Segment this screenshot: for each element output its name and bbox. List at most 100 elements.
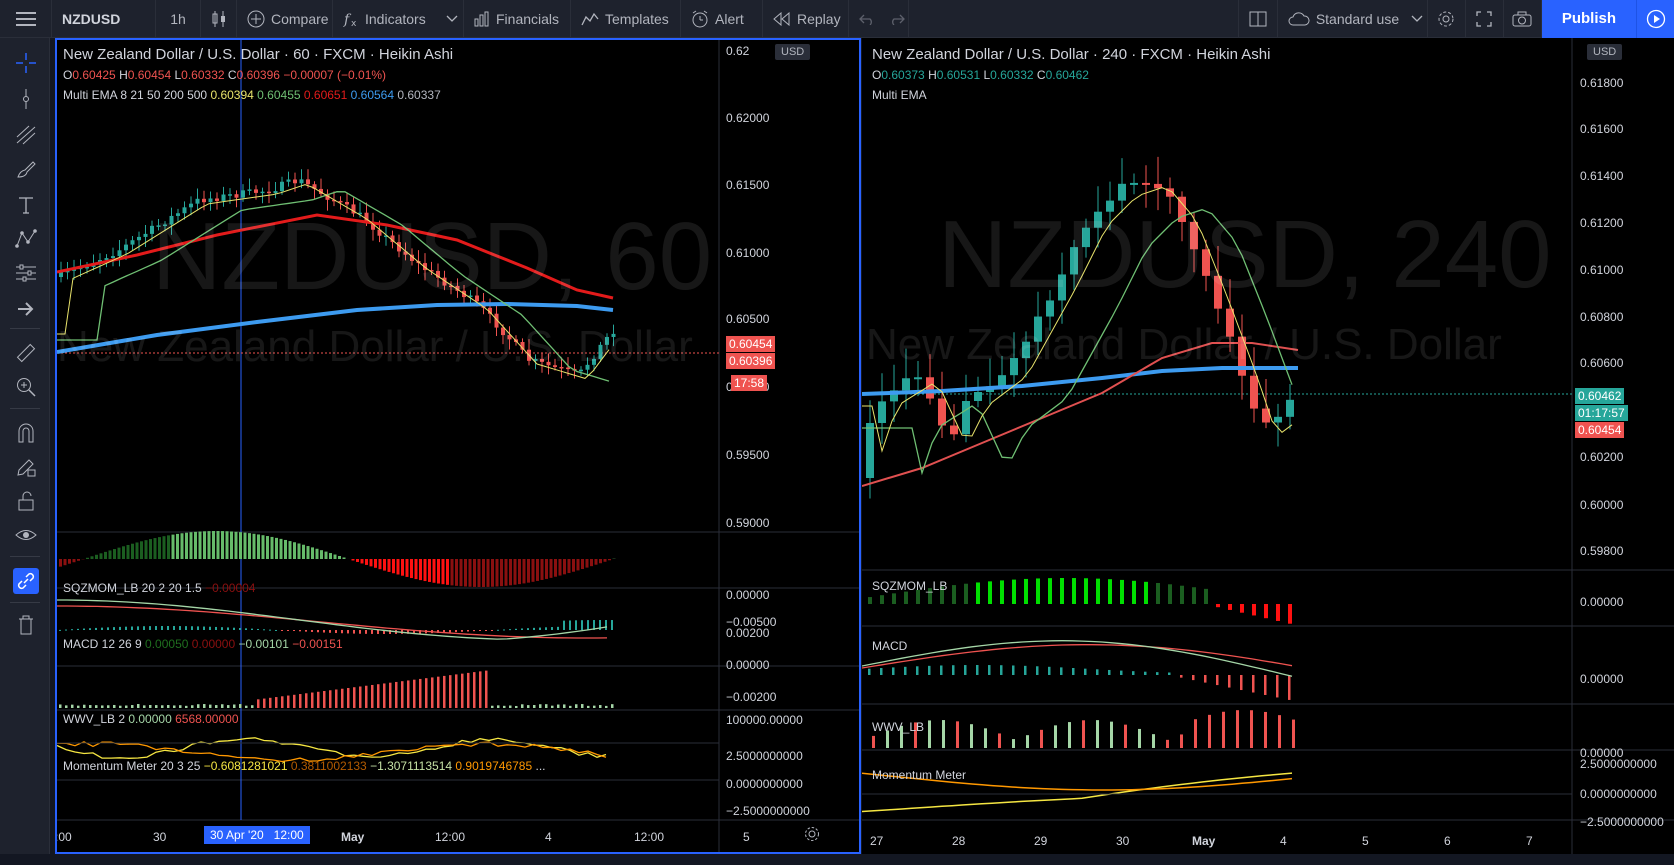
line-tool-icon xyxy=(15,88,37,110)
macd-bar xyxy=(461,630,463,632)
indicators-button[interactable]: ƒx Indicators xyxy=(333,0,464,38)
templates-button[interactable]: Templates xyxy=(571,0,681,38)
sqz-bar xyxy=(77,559,80,561)
lock-drawings-tool[interactable] xyxy=(13,488,39,514)
sqzmom-legend[interactable]: SQZMOM_LB 20 2 20 1.5 −0.00004 xyxy=(63,581,255,595)
macd-bar xyxy=(245,628,247,630)
financials-button[interactable]: Financials xyxy=(464,0,571,38)
brush-tool[interactable] xyxy=(13,156,39,182)
sqz-bar xyxy=(554,559,557,577)
wwv-bar xyxy=(1222,712,1225,748)
momentum-legend[interactable]: Momentum Meter xyxy=(872,768,966,782)
macd-bar xyxy=(1096,669,1099,675)
interval-button[interactable]: 1h xyxy=(156,0,201,38)
sqz-bar xyxy=(1000,580,1004,604)
macd-bar xyxy=(1084,669,1087,675)
ohlc-legend: O0.60425 H0.60454 L0.60332 C0.60396 −0.0… xyxy=(63,68,386,82)
sqz-bar xyxy=(904,592,908,604)
macd-bar xyxy=(233,628,235,630)
chart-canvas-60[interactable] xyxy=(57,40,859,852)
settings-button[interactable] xyxy=(1428,0,1466,38)
replay-label: Replay xyxy=(797,11,841,27)
redo-icon xyxy=(889,13,905,25)
undo-button[interactable] xyxy=(849,0,879,38)
ema-legend[interactable]: Multi EMA 8 21 50 200 500 0.60394 0.6045… xyxy=(63,88,441,102)
main-series-title[interactable]: New Zealand Dollar / U.S. Dollar · 240 ·… xyxy=(872,46,1270,63)
macd-legend[interactable]: MACD 12 26 9 0.00050 0.00000 −0.00101 −0… xyxy=(63,637,343,651)
sqz-bar xyxy=(1120,580,1124,604)
stay-in-drawing-tool[interactable] xyxy=(13,454,39,480)
drawing-toolbar xyxy=(0,38,50,865)
unlock-icon xyxy=(15,490,37,512)
publish-menu-button[interactable] xyxy=(1636,0,1674,38)
crosshair-tool[interactable] xyxy=(13,50,39,76)
fib-tool[interactable] xyxy=(13,122,39,148)
sqzmom-legend[interactable]: SQZMOM_LB xyxy=(872,579,947,593)
sqz-bar xyxy=(316,549,319,559)
price-axis-label: 0.60800 xyxy=(1580,310,1623,324)
wwv-bar xyxy=(1278,715,1281,748)
menu-button[interactable] xyxy=(0,0,52,38)
currency-badge[interactable]: USD xyxy=(775,44,810,60)
sqz-bar xyxy=(307,546,310,559)
zoom-tool[interactable] xyxy=(13,374,39,400)
ema-legend[interactable]: Multi EMA xyxy=(872,88,927,102)
alert-button[interactable]: Alert xyxy=(681,0,763,38)
sqz-bar xyxy=(608,559,611,560)
redo-button[interactable] xyxy=(879,0,909,38)
macd-bar xyxy=(880,668,883,675)
chart-pane-60[interactable]: NZDUSD, 60 New Zealand Dollar / U.S. Dol… xyxy=(55,38,861,854)
symbol-search[interactable]: NZDUSD xyxy=(52,0,156,38)
macd-bar xyxy=(1168,673,1171,675)
momentum-legend[interactable]: Momentum Meter 20 3 25 −0.6081281021 0.3… xyxy=(63,759,546,773)
more-tools-button[interactable] xyxy=(13,296,39,322)
text-tool[interactable] xyxy=(13,192,39,218)
sqz-bar xyxy=(428,559,431,582)
macd-bar xyxy=(473,630,475,631)
chart-canvas-240[interactable] xyxy=(862,38,1674,854)
layout-select-button[interactable] xyxy=(1238,0,1278,38)
main-series-title[interactable]: New Zealand Dollar / U.S. Dollar · 60 · … xyxy=(63,46,453,63)
fullscreen-button[interactable] xyxy=(1466,0,1504,38)
wwv-bar xyxy=(383,683,386,708)
sqz-bar xyxy=(388,559,391,572)
pattern-tool[interactable] xyxy=(13,226,39,252)
prediction-tool[interactable] xyxy=(13,260,39,286)
macd-bar xyxy=(329,630,331,633)
macd-bar xyxy=(1060,667,1063,675)
chart-settings-button[interactable] xyxy=(804,826,820,847)
wwv-bar xyxy=(113,705,116,708)
save-layout-button[interactable]: Standard use xyxy=(1278,0,1428,38)
measure-tool[interactable] xyxy=(13,340,39,366)
sqz-bar xyxy=(136,542,139,559)
pencil-lock-icon xyxy=(15,456,37,478)
price-axis-label: 0.59800 xyxy=(1580,544,1623,558)
publish-button[interactable]: Publish xyxy=(1542,0,1636,38)
wwv-bar xyxy=(425,678,428,708)
macd-bar xyxy=(317,630,319,632)
remove-drawings-tool[interactable] xyxy=(13,612,39,638)
sync-drawings-tool[interactable] xyxy=(13,568,39,594)
momentum-axis-label: 0.0000000000 xyxy=(726,777,803,791)
momentum-more[interactable]: ... xyxy=(535,759,545,773)
watermark-symbol: NZDUSD, 240 xyxy=(938,200,1552,310)
macd-bar xyxy=(1180,675,1183,678)
wwv-legend[interactable]: WWV_LB 2 0.00000 6568.00000 xyxy=(63,712,239,726)
trend-line-tool[interactable] xyxy=(13,86,39,112)
cloud-icon xyxy=(1288,12,1310,26)
hide-drawings-tool[interactable] xyxy=(13,522,39,548)
currency-badge[interactable]: USD xyxy=(1587,44,1622,60)
magnet-tool[interactable] xyxy=(13,420,39,446)
compare-button[interactable]: Compare xyxy=(237,0,333,38)
chart-pane-240[interactable]: NZDUSD, 240 New Zealand Dollar / U.S. Do… xyxy=(862,38,1674,854)
macd-bar xyxy=(455,630,457,632)
wwv-bar xyxy=(125,706,128,708)
replay-button[interactable]: Replay xyxy=(763,0,849,38)
wwv-legend[interactable]: WWV_LB xyxy=(872,720,924,734)
wwv-bar xyxy=(1082,720,1085,748)
macd-legend[interactable]: MACD xyxy=(872,639,907,653)
macd-bar xyxy=(605,620,607,630)
time-axis-label: 30 xyxy=(153,830,166,844)
snapshot-button[interactable] xyxy=(1504,0,1542,38)
chart-style-button[interactable] xyxy=(201,0,237,38)
